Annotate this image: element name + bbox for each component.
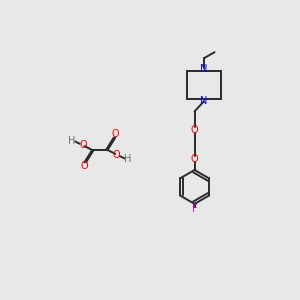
Text: H: H — [68, 136, 76, 146]
Text: H: H — [124, 154, 131, 164]
Text: O: O — [111, 129, 119, 139]
Text: O: O — [112, 150, 120, 160]
Text: O: O — [80, 140, 88, 150]
Text: N: N — [200, 64, 208, 74]
Text: F: F — [192, 204, 197, 214]
Text: O: O — [191, 125, 198, 135]
Text: O: O — [191, 154, 198, 164]
Text: O: O — [81, 161, 88, 171]
Text: N: N — [200, 96, 208, 106]
